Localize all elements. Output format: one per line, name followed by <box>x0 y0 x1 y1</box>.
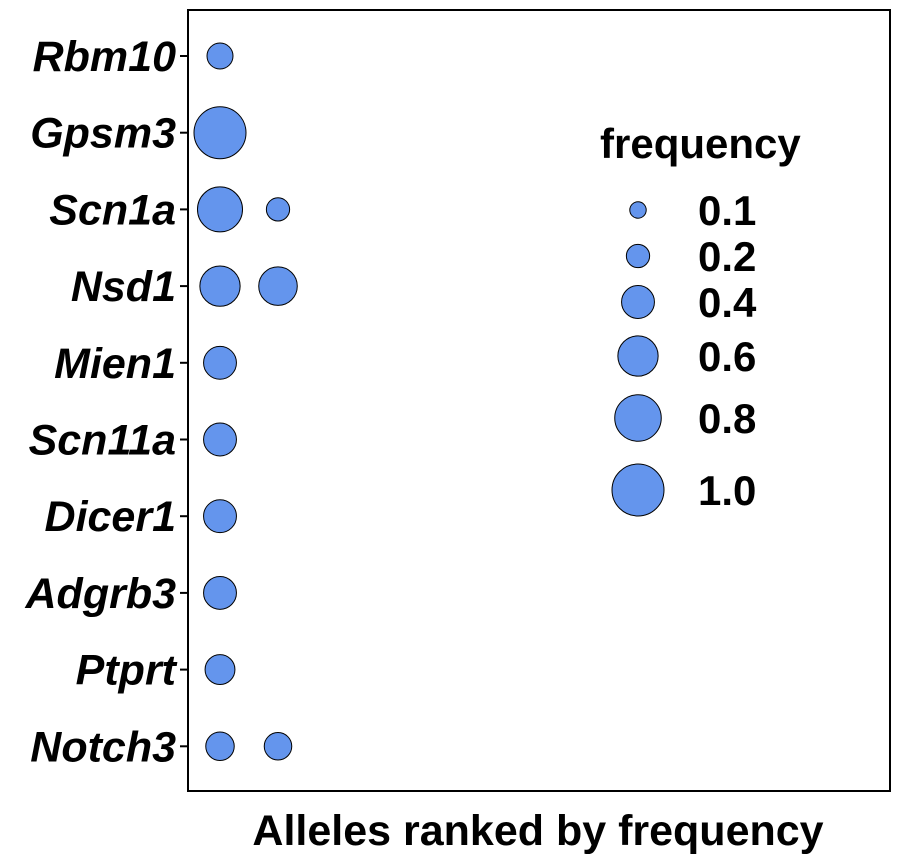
legend-key <box>614 394 662 442</box>
legend-key <box>611 463 665 517</box>
y-tick-label: Scn11a <box>29 417 176 465</box>
legend-key <box>621 285 655 319</box>
data-point <box>193 106 247 160</box>
y-axis: Rbm10 Gpsm3 Scn1a Nsd1 Mien1 Scn11a Dicer1 Adgr… <box>25 33 188 771</box>
x-axis-title: Alleles ranked by frequency <box>252 807 823 855</box>
size-legend: frequency 0.10.20.4 0.6 0.8 1.0 <box>600 120 801 517</box>
data-point <box>206 42 234 70</box>
legend-key <box>629 201 647 219</box>
data-point <box>196 186 244 233</box>
legend-title: frequency <box>600 120 801 167</box>
legend-label: 0.4 <box>698 279 757 326</box>
y-tick-label: Gpsm3 <box>30 110 176 158</box>
data-point <box>263 732 293 761</box>
data-point <box>258 266 298 306</box>
data-point <box>203 345 237 380</box>
legend-label: 1.0 <box>698 467 756 514</box>
y-tick-label: Mien1 <box>54 340 176 388</box>
legend-key <box>617 335 659 377</box>
legend-label: 0.2 <box>698 233 756 280</box>
legend-label: 0.6 <box>698 333 756 380</box>
data-point <box>265 197 291 222</box>
legend-key <box>625 243 651 269</box>
y-tick-label: Dicer1 <box>45 493 176 541</box>
y-tick-label: Scn1a <box>49 186 176 234</box>
y-tick-label: Nsd1 <box>71 263 176 311</box>
y-tick-label: Ptprt <box>76 647 178 695</box>
data-point <box>199 265 241 307</box>
data-point <box>203 575 237 610</box>
data-point <box>204 654 236 686</box>
data-point <box>203 422 237 457</box>
y-tick-label: Notch3 <box>30 723 176 771</box>
legend-label: 0.8 <box>698 395 756 442</box>
data-points <box>193 42 298 762</box>
data-point <box>203 499 237 534</box>
y-tick-label: Rbm10 <box>33 33 176 81</box>
legend-label: 0.1 <box>698 187 756 234</box>
plot-panel-border <box>187 9 891 792</box>
data-point <box>205 731 235 762</box>
y-tick-label: Adgrb3 <box>25 570 177 618</box>
